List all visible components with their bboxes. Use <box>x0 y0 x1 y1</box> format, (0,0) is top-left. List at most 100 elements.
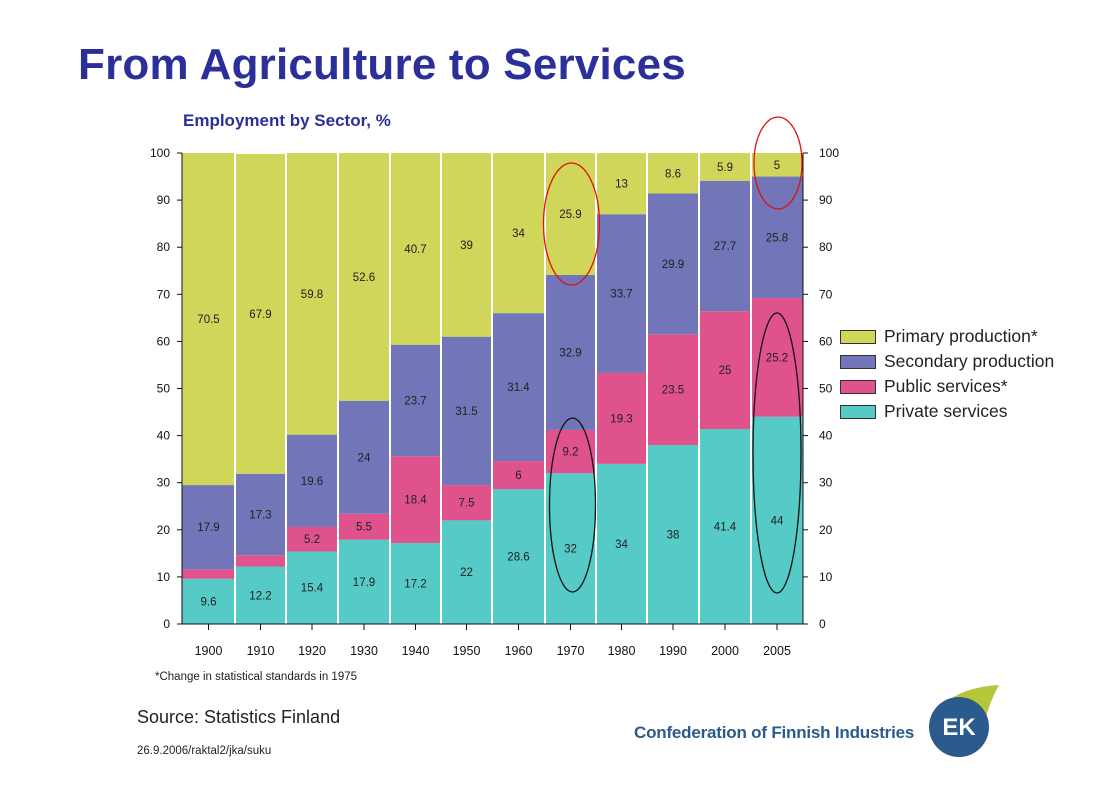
bar-primary-1900 <box>182 153 235 486</box>
bar-secondary-1950 <box>441 336 492 486</box>
ytick-label-right-60: 60 <box>819 334 833 348</box>
xtick-label-1900: 1900 <box>195 644 223 658</box>
logo-mark: EK <box>942 714 976 741</box>
data-label-private-1950: 22 <box>460 567 473 579</box>
ytick-label-left-60: 60 <box>157 334 171 348</box>
data-label-private-1980: 34 <box>615 539 628 551</box>
data-label-primary-1920: 59.8 <box>301 289 323 301</box>
ytick-label-left-10: 10 <box>157 570 171 584</box>
ytick-label-left-0: 0 <box>163 617 170 631</box>
legend-label-secondary: Secondary production <box>884 351 1055 371</box>
bar-primary-1910 <box>235 153 286 474</box>
bar-secondary-1930 <box>338 400 390 514</box>
ytick-label-right-10: 10 <box>819 570 833 584</box>
bar-primary-2000 <box>699 153 751 181</box>
data-label-primary-2005: 5 <box>774 160 780 172</box>
data-label-secondary-1930: 24 <box>358 452 371 464</box>
legend-label-private: Private services <box>884 401 1008 421</box>
data-label-private-1990: 38 <box>667 530 680 542</box>
ytick-label-right-70: 70 <box>819 287 833 301</box>
legend-swatch-secondary <box>840 354 876 369</box>
data-label-public-1930: 5.5 <box>356 522 372 534</box>
bar-secondary-1920 <box>286 434 338 527</box>
bar-private-1950 <box>441 520 492 624</box>
ytick-label-right-30: 30 <box>819 476 833 490</box>
ytick-label-right-50: 50 <box>819 382 833 396</box>
bar-private-1960 <box>492 489 545 624</box>
bar-private-1900 <box>182 578 235 624</box>
legend-label-public: Public services* <box>884 376 1008 396</box>
ytick-label-right-90: 90 <box>819 193 833 207</box>
ek-logo: EK <box>929 685 999 757</box>
data-label-private-1940: 17.2 <box>404 578 426 590</box>
ytick-label-left-20: 20 <box>157 523 171 537</box>
xtick-label-1970: 1970 <box>557 644 585 658</box>
data-label-primary-1960: 34 <box>512 228 525 240</box>
data-label-private-2005: 44 <box>771 515 784 527</box>
data-label-public-2000: 25 <box>719 365 732 377</box>
slide-title: From Agriculture to Services <box>78 40 686 89</box>
xtick-label-1920: 1920 <box>298 644 326 658</box>
legend-swatch-primary <box>840 329 876 344</box>
ytick-label-right-40: 40 <box>819 429 833 443</box>
bar-secondary-1940 <box>390 344 441 457</box>
annotation-ellipse-1970-primary <box>542 162 601 286</box>
data-label-public-1960: 6 <box>515 470 521 482</box>
data-label-secondary-2005: 25.8 <box>766 232 788 244</box>
data-label-primary-1940: 40.7 <box>404 244 426 256</box>
bar-public-1910 <box>235 555 286 567</box>
legend-label-primary: Primary production* <box>884 326 1038 346</box>
bar-secondary-1960 <box>492 313 545 462</box>
bar-primary-1990 <box>647 153 699 194</box>
annotation-ellipse-2005-services <box>752 312 802 594</box>
bar-secondary-1900 <box>182 485 235 570</box>
bar-private-1910 <box>235 566 286 624</box>
data-label-secondary-1940: 23.7 <box>404 396 426 408</box>
legend-item-private: Private services <box>840 399 1054 424</box>
data-label-public-1950: 7.5 <box>459 498 475 510</box>
ytick-label-left-80: 80 <box>157 240 171 254</box>
data-label-private-1910: 12.2 <box>249 590 271 602</box>
data-label-private-2000: 41.4 <box>714 522 737 534</box>
data-label-public-1940: 18.4 <box>404 495 427 507</box>
data-label-primary-1930: 52.6 <box>353 272 375 284</box>
legend-swatch-private <box>840 404 876 419</box>
ytick-label-left-90: 90 <box>157 193 171 207</box>
bar-private-1920 <box>286 551 338 624</box>
data-label-public-1970: 9.2 <box>563 447 579 459</box>
logo-text: Confederation of Finnish Industries <box>634 723 915 742</box>
data-label-primary-2000: 5.9 <box>717 162 733 174</box>
bar-private-1980 <box>596 463 647 624</box>
data-label-private-1930: 17.9 <box>353 577 375 589</box>
ytick-label-left-50: 50 <box>157 382 171 396</box>
source-note: Source: Statistics Finland <box>137 707 341 727</box>
ytick-label-left-100: 100 <box>150 146 170 160</box>
xtick-label-2000: 2000 <box>711 644 739 658</box>
data-label-public-1920: 5.2 <box>304 534 320 546</box>
bar-primary-1920 <box>286 153 338 435</box>
bar-private-2005 <box>751 416 803 624</box>
data-label-primary-1980: 13 <box>615 179 628 191</box>
data-label-primary-1910: 67.9 <box>249 309 271 321</box>
legend-swatch-public <box>840 379 876 394</box>
data-label-private-1960: 28.6 <box>507 552 529 564</box>
bar-public-1920 <box>286 526 338 552</box>
ytick-label-right-100: 100 <box>819 146 839 160</box>
footnote: *Change in statistical standards in 1975 <box>155 671 358 683</box>
bar-public-1940 <box>390 456 441 543</box>
data-label-secondary-1910: 17.3 <box>249 509 271 521</box>
bar-public-1900 <box>182 569 235 579</box>
xtick-label-1910: 1910 <box>247 644 275 658</box>
chart-subtitle: Employment by Sector, % <box>183 111 391 130</box>
xtick-label-1980: 1980 <box>608 644 636 658</box>
bar-private-1940 <box>390 542 441 624</box>
document-reference: 26.9.2006/raktal2/jka/suku <box>137 745 272 757</box>
annotation-ellipse-1970-services <box>548 417 597 593</box>
annotation-ellipse-2005-primary <box>753 116 803 210</box>
legend-item-secondary: Secondary production <box>840 349 1054 374</box>
bar-primary-1960 <box>492 153 545 314</box>
legend-item-primary: Primary production* <box>840 324 1054 349</box>
ytick-label-right-20: 20 <box>819 523 833 537</box>
xtick-label-1990: 1990 <box>659 644 687 658</box>
bar-private-1990 <box>647 445 699 624</box>
